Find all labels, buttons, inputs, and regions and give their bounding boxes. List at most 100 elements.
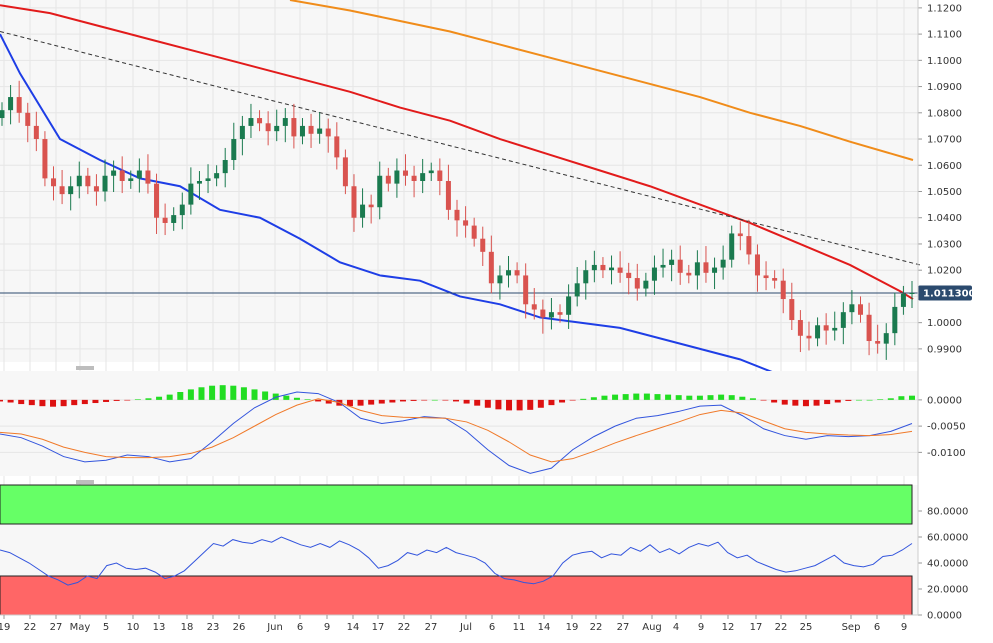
macd-histogram-bar xyxy=(357,399,364,406)
candle-body xyxy=(188,183,194,205)
price-tick-label: 1.0200 xyxy=(927,266,962,277)
date-tick-label: 12 xyxy=(722,622,735,633)
macd-histogram-bar xyxy=(315,399,322,402)
candle-body xyxy=(643,280,649,289)
price-tick-label: 1.1100 xyxy=(927,30,962,41)
macd-histogram-bar xyxy=(39,399,46,407)
last-price-badge: 1.011300 xyxy=(918,285,976,301)
candle-body xyxy=(317,128,323,134)
price-tick-label: 1.0500 xyxy=(927,187,962,198)
macd-histogram-bar xyxy=(198,387,205,400)
candle-body xyxy=(840,312,846,328)
macd-histogram-bar xyxy=(92,399,99,404)
candle-body xyxy=(437,170,443,181)
candle-body xyxy=(42,139,48,179)
macd-tick-label: -0.0050 xyxy=(927,422,966,433)
candle-body xyxy=(694,262,700,276)
macd-histogram-bar xyxy=(548,399,555,406)
candle-body xyxy=(93,186,99,192)
candle-body xyxy=(325,128,331,137)
macd-histogram-bar xyxy=(580,398,587,400)
price-tick-label: 1.0000 xyxy=(927,318,962,329)
candle-body xyxy=(428,170,434,174)
candle-body xyxy=(239,125,245,140)
price-tick-label: 1.0900 xyxy=(927,82,962,93)
macd-histogram-bar xyxy=(219,385,226,400)
macd-histogram-bar xyxy=(686,395,693,400)
candle-body xyxy=(128,178,134,181)
date-tick-label: May xyxy=(70,622,91,633)
macd-histogram-bar xyxy=(240,387,247,400)
price-tick-label: 1.1000 xyxy=(927,56,962,67)
macd-histogram-bar xyxy=(559,399,566,403)
candle-body xyxy=(557,312,563,315)
panel-resize-handle-2[interactable] xyxy=(76,480,94,484)
macd-histogram-bar xyxy=(283,395,290,400)
date-tick-label: 11 xyxy=(513,622,526,633)
candle-body xyxy=(179,204,185,216)
macd-histogram-bar xyxy=(113,399,120,401)
macd-histogram-bar xyxy=(590,397,597,400)
candle-body xyxy=(523,275,529,305)
candle-body xyxy=(119,170,125,181)
candle-body xyxy=(274,125,280,132)
candle-body xyxy=(540,309,546,318)
candle-body xyxy=(634,278,640,289)
date-tick-label: 22 xyxy=(775,622,788,633)
date-tick-label: 19 xyxy=(0,622,10,633)
oscillator-line xyxy=(0,536,913,586)
candle-body xyxy=(626,272,632,279)
candle-body xyxy=(377,175,383,208)
date-tick-label: Jul xyxy=(459,622,472,633)
macd-histogram-bar xyxy=(718,394,725,400)
candle-body xyxy=(720,259,726,268)
macd-histogram-bar xyxy=(622,394,629,400)
candle-body xyxy=(291,118,297,137)
candle-body xyxy=(600,264,606,271)
candle-body xyxy=(360,204,366,218)
candle-body xyxy=(385,175,391,184)
date-tick-label: 22 xyxy=(398,622,411,633)
macd-histogram-bar xyxy=(421,399,428,401)
candle-body xyxy=(394,170,400,184)
date-tick-label: 9 xyxy=(698,622,704,633)
candle-body xyxy=(754,254,760,276)
macd-histogram-bar xyxy=(887,398,894,400)
price-tick-label: 1.0700 xyxy=(927,135,962,146)
candle-body xyxy=(677,259,683,273)
candle-body xyxy=(574,283,580,297)
candle-body xyxy=(712,267,718,273)
macd-histogram-bar xyxy=(781,399,788,405)
candle-body xyxy=(351,186,357,218)
macd-histogram-bar xyxy=(156,396,163,400)
candle-body xyxy=(617,267,623,273)
macd-histogram-bar xyxy=(177,392,184,400)
date-tick-label: 17 xyxy=(750,622,763,633)
overbought-zone xyxy=(0,484,913,525)
macd-histogram-bar xyxy=(898,396,905,400)
candle-body xyxy=(102,175,108,192)
oscillator-tick-label: 80.0000 xyxy=(927,507,968,518)
macd-axis: 0.0000 -0.0050 -0.0100 xyxy=(918,395,966,459)
candle-body xyxy=(780,280,786,300)
macd-histogram-bar xyxy=(230,385,237,400)
candle-body xyxy=(514,270,520,276)
date-tick-label: 6 xyxy=(297,622,303,633)
date-tick-label: 5 xyxy=(103,622,109,633)
date-tick-label: 9 xyxy=(901,622,907,633)
macd-histogram-bar xyxy=(675,395,682,400)
date-tick-label: 14 xyxy=(538,622,551,633)
oscillator-axis: 80.0000 60.0000 40.0000 20.0000 0.0000 xyxy=(918,507,968,622)
candle-body xyxy=(772,278,778,281)
candle-body xyxy=(883,333,889,344)
macd-histogram-bar xyxy=(262,391,269,400)
date-tick-label: 4 xyxy=(673,622,679,633)
candle-body xyxy=(892,306,898,334)
macd-histogram-bar xyxy=(633,393,640,400)
macd-signal-line xyxy=(0,398,913,463)
candle-body xyxy=(566,296,572,315)
panel-resize-handle[interactable] xyxy=(76,366,94,370)
macd-histogram-bar xyxy=(28,399,35,406)
date-tick-label: 6 xyxy=(874,622,880,633)
candle-body xyxy=(68,186,74,195)
